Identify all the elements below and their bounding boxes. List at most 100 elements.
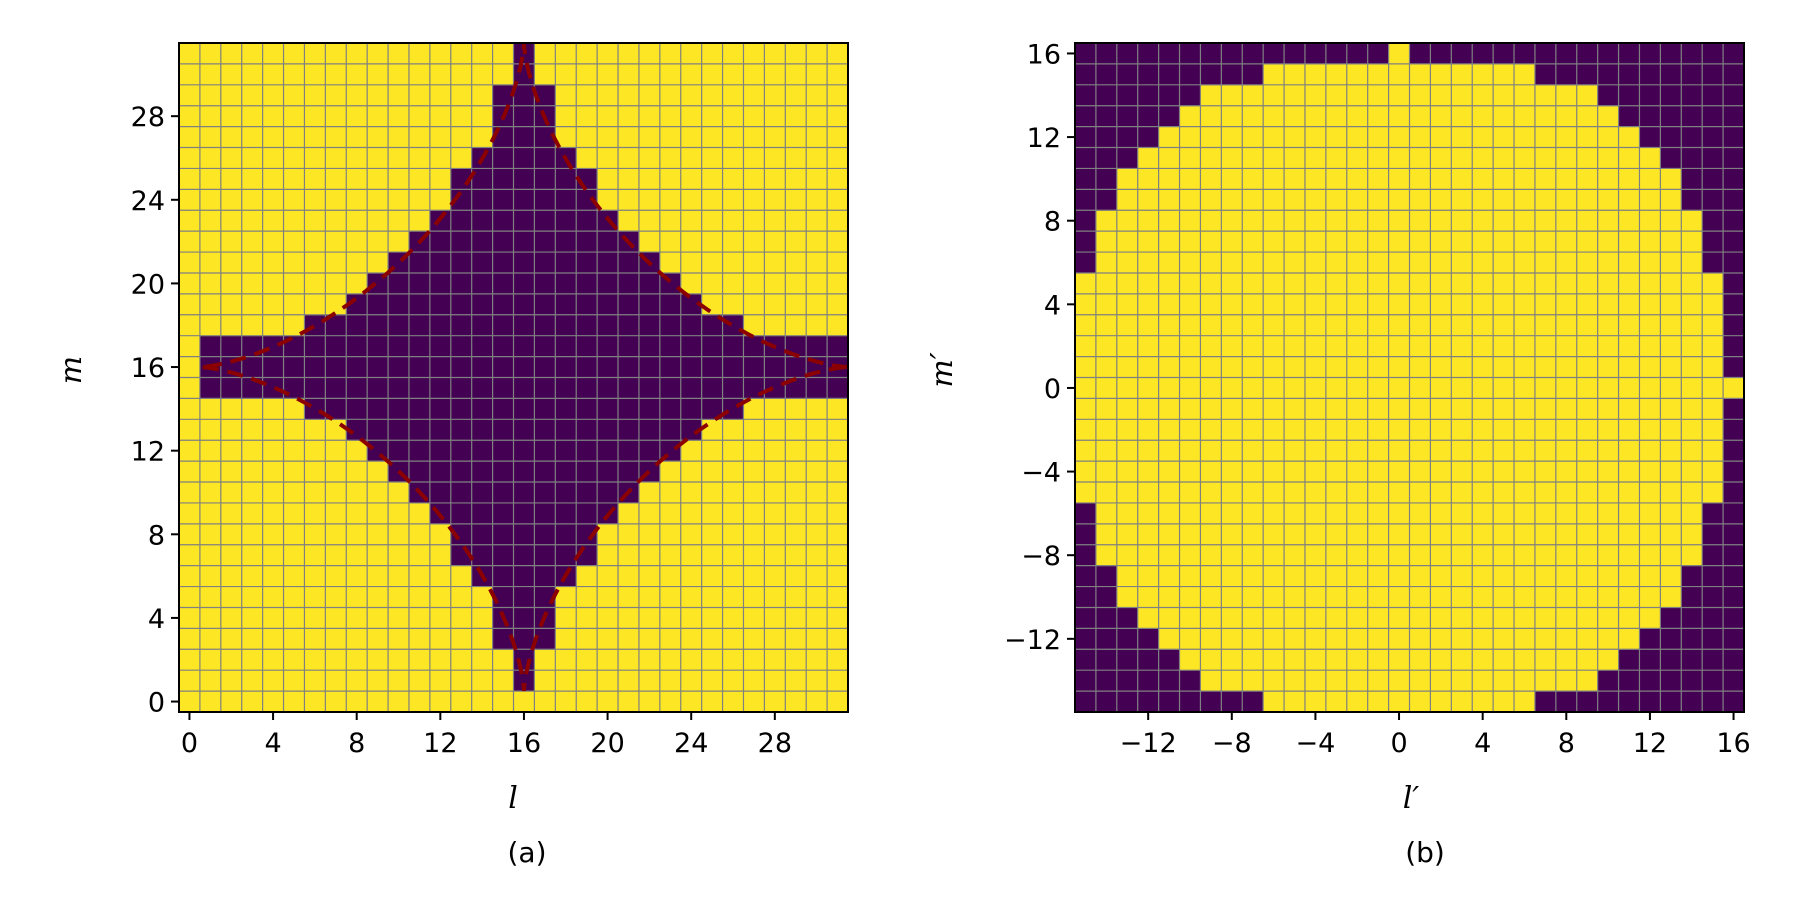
heatmap-cell	[1514, 586, 1536, 608]
heatmap-cell	[450, 502, 473, 525]
x-tick-label: −8	[1212, 728, 1252, 759]
heatmap-cell	[1493, 649, 1515, 671]
heatmap-cell	[1576, 482, 1599, 504]
heatmap-cell	[618, 502, 640, 525]
heatmap-cell	[513, 523, 535, 546]
heatmap-cell	[199, 314, 222, 337]
heatmap-cell	[638, 377, 661, 399]
heatmap-cell	[1493, 419, 1515, 441]
heatmap-cell	[1263, 649, 1285, 671]
heatmap-cell	[1284, 649, 1306, 671]
heatmap-cell	[1660, 147, 1682, 169]
heatmap-cell	[1597, 43, 1619, 65]
heatmap-cell	[597, 43, 619, 65]
heatmap-cell	[199, 565, 222, 587]
heatmap-cell	[1576, 565, 1599, 587]
heatmap-cell	[1095, 544, 1118, 567]
heatmap-cell	[325, 63, 347, 86]
heatmap-cell	[283, 440, 305, 462]
heatmap-cell	[806, 398, 828, 420]
heatmap-cell	[576, 63, 598, 86]
heatmap-cell	[1409, 461, 1431, 483]
heatmap-cell	[743, 502, 765, 525]
heatmap-cell	[325, 482, 347, 504]
heatmap-cell	[1158, 482, 1180, 504]
heatmap-cell	[743, 377, 765, 399]
heatmap-cell	[1702, 43, 1724, 65]
heatmap-cell	[1409, 691, 1431, 713]
heatmap-cell	[1346, 63, 1369, 86]
heatmap-cell	[1304, 84, 1327, 107]
heatmap-cell	[199, 398, 222, 420]
heatmap-cell	[304, 126, 326, 148]
heatmap-cell	[576, 628, 598, 650]
heatmap-cell	[346, 335, 368, 357]
heatmap-cell	[1137, 586, 1160, 608]
heatmap-cell	[471, 126, 493, 148]
heatmap-cell	[764, 84, 786, 107]
heatmap-cell	[1472, 147, 1494, 169]
heatmap-cell	[1095, 461, 1118, 483]
heatmap-cell	[1430, 252, 1452, 274]
heatmap-cell	[1304, 649, 1327, 671]
heatmap-cell	[241, 43, 264, 65]
heatmap-cell	[1493, 147, 1515, 169]
heatmap-cell	[1639, 231, 1661, 253]
heatmap-cell	[1325, 168, 1348, 190]
heatmap-cell	[1723, 231, 1745, 253]
heatmap-cell	[1430, 461, 1452, 483]
heatmap-cell	[304, 168, 326, 190]
heatmap-cell	[1158, 586, 1180, 608]
heatmap-cell	[1451, 252, 1473, 274]
heatmap-cell	[597, 293, 619, 316]
heatmap-cell	[785, 440, 807, 462]
heatmap-cell	[492, 314, 514, 337]
heatmap-cell	[220, 586, 243, 608]
heatmap-cell	[179, 628, 201, 650]
heatmap-cell	[827, 335, 849, 357]
heatmap-cell	[722, 272, 744, 295]
heatmap-cell	[1555, 105, 1578, 128]
heatmap-cell	[701, 419, 723, 441]
heatmap-cell	[1367, 523, 1389, 546]
heatmap-cell	[1534, 649, 1557, 671]
panel-a-caption: (a)	[507, 836, 546, 869]
heatmap-cell	[492, 231, 514, 253]
heatmap-cell	[1430, 649, 1452, 671]
heatmap-cell	[304, 105, 326, 128]
heatmap-cell	[1723, 377, 1745, 399]
heatmap-cell	[1263, 335, 1285, 357]
heatmap-cell	[1472, 482, 1494, 504]
heatmap-cell	[701, 189, 723, 211]
heatmap-cell	[388, 398, 410, 420]
heatmap-cell	[450, 252, 473, 274]
heatmap-cell	[262, 314, 284, 337]
heatmap-cell	[408, 210, 431, 232]
heatmap-cell	[304, 272, 326, 295]
heatmap-cell	[1409, 272, 1431, 295]
heatmap-cell	[1430, 189, 1452, 211]
heatmap-cell	[659, 691, 682, 713]
heatmap-cell	[743, 335, 765, 357]
heatmap-cell	[576, 565, 598, 587]
heatmap-cell	[179, 210, 201, 232]
panel-b-x-ticks: −12 −8 −4 0 4 8 12 16	[1120, 712, 1751, 759]
heatmap-cell	[534, 691, 556, 713]
heatmap-cell	[513, 314, 535, 337]
heatmap-cell	[1514, 607, 1536, 629]
heatmap-cell	[450, 523, 473, 546]
heatmap-cell	[450, 649, 473, 671]
heatmap-cell	[1409, 502, 1431, 525]
heatmap-cell	[1472, 314, 1494, 337]
heatmap-cell	[1576, 84, 1599, 107]
heatmap-cell	[1304, 210, 1327, 232]
heatmap-cell	[367, 63, 389, 86]
heatmap-cell	[1534, 84, 1557, 107]
heatmap-cell	[1179, 335, 1201, 357]
heatmap-cell	[743, 314, 765, 337]
heatmap-cell	[388, 628, 410, 650]
heatmap-cell	[1618, 670, 1640, 692]
heatmap-cell	[1430, 691, 1452, 713]
heatmap-cell	[597, 628, 619, 650]
heatmap-cell	[555, 105, 577, 128]
